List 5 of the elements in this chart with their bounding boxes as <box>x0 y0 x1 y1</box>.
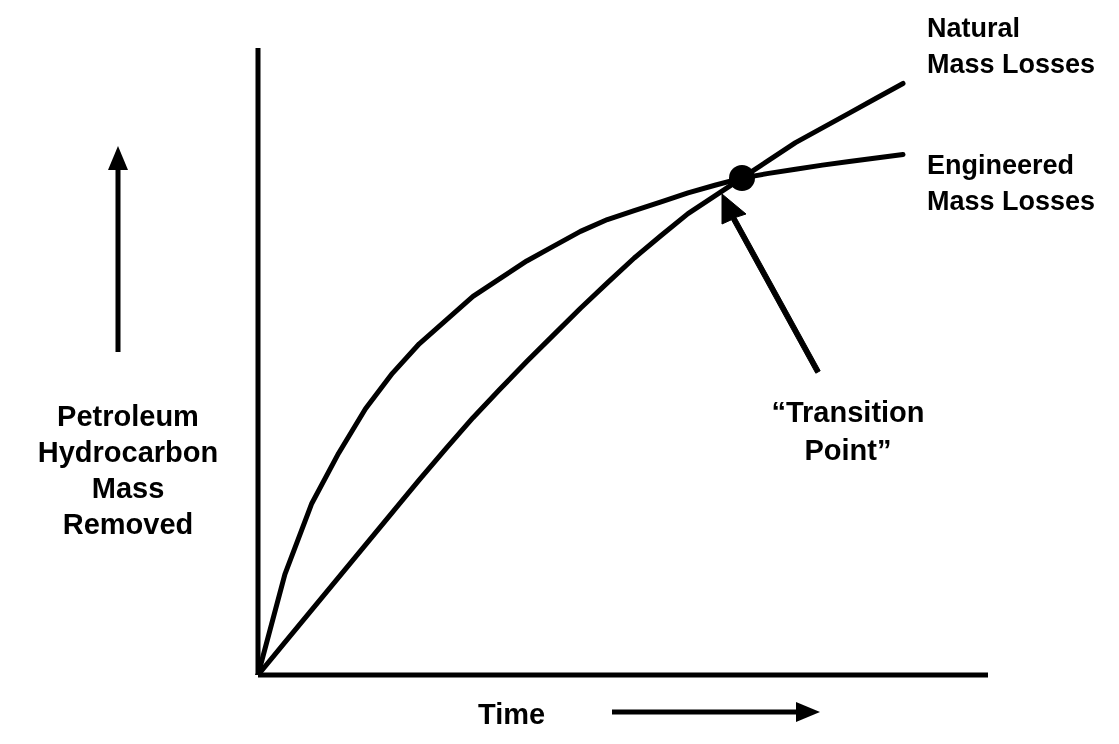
x-axis-title: Time <box>478 698 546 731</box>
y-axis-title: Petroleum Hydrocarbon Mass Removed <box>36 399 220 542</box>
annotation: “Transition Point” <box>770 395 926 468</box>
series-label: Engineered Mass Losses <box>927 150 1096 217</box>
series-label: Natural Mass Losses <box>927 13 1096 80</box>
